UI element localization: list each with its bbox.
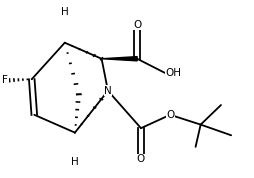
Text: O: O	[137, 154, 145, 164]
Text: O: O	[133, 20, 141, 30]
Text: OH: OH	[165, 68, 181, 78]
Text: H: H	[71, 157, 79, 167]
Text: N: N	[104, 86, 112, 96]
Text: F: F	[2, 75, 8, 85]
Polygon shape	[102, 57, 137, 61]
Text: H: H	[61, 7, 69, 17]
Text: O: O	[166, 110, 174, 120]
